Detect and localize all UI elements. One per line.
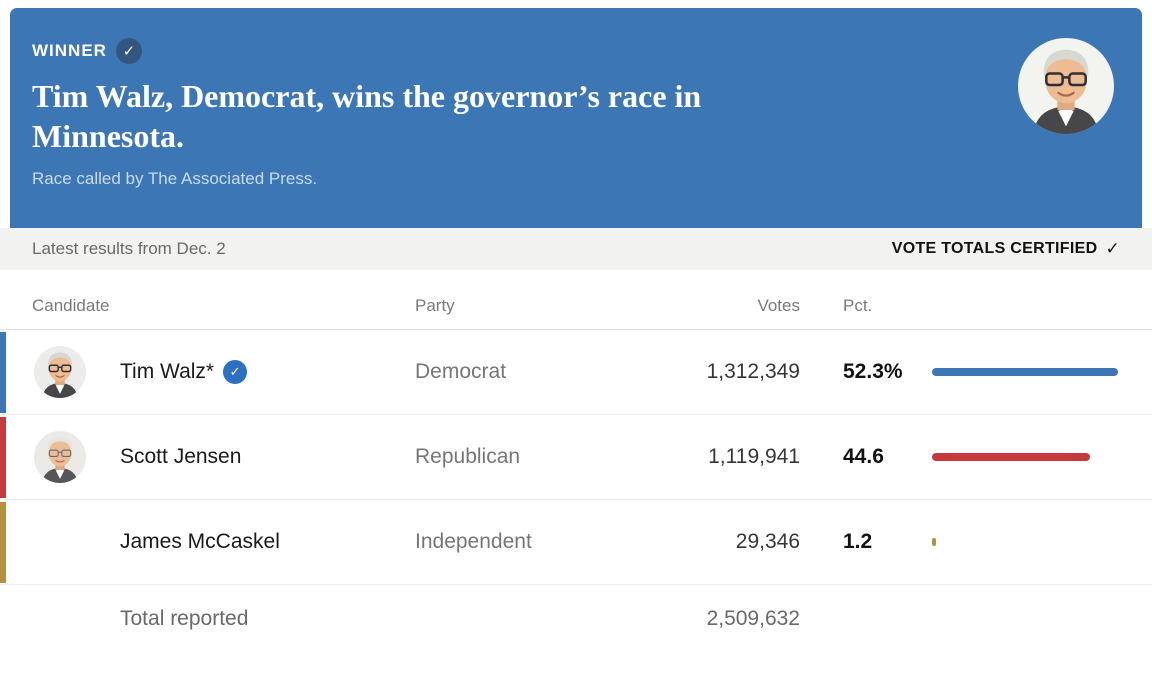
party-color-stripe — [0, 417, 6, 498]
candidate-pct: 44.6 — [843, 445, 884, 468]
candidate-name: James McCaskel — [120, 530, 280, 553]
latest-results-text: Latest results from Dec. 2 — [32, 239, 226, 258]
total-row: Total reported 2,509,632 — [0, 584, 1152, 652]
column-header-candidate: Candidate — [32, 296, 110, 315]
winner-badge-icon: ✓ — [223, 360, 248, 384]
column-header-pct: Pct. — [843, 296, 873, 315]
winner-label: WINNER — [32, 41, 107, 60]
pct-bar-cell — [932, 538, 1152, 546]
check-glyph: ✓ — [122, 43, 136, 60]
certified-text: VOTE TOTALS CERTIFIED — [891, 240, 1098, 257]
candidate-name-cell: James McCaskel — [120, 530, 415, 554]
vote-totals-certified-label: VOTE TOTALS CERTIFIED ✓ — [892, 239, 1120, 259]
table-row: Scott Jensen Republican 1,119,941 44.6 — [0, 415, 1152, 500]
candidate-name: Scott Jensen — [120, 445, 242, 468]
candidate-votes: 29,346 — [735, 530, 800, 553]
candidate-party: Independent — [415, 530, 532, 553]
party-color-stripe — [0, 332, 6, 413]
table-header-row: Candidate Party Votes Pct. — [0, 270, 1152, 330]
candidate-name: Tim Walz* — [120, 360, 215, 383]
candidate-name-cell: Scott Jensen — [120, 445, 415, 469]
candidate-pct: 1.2 — [843, 530, 873, 553]
table-row: Tim Walz* ✓ Democrat 1,312,349 52.3% — [0, 330, 1152, 415]
candidate-party: Democrat — [415, 360, 507, 383]
winner-portrait-avatar — [1018, 38, 1114, 134]
pct-bar-cell — [932, 453, 1152, 461]
total-reported-label: Total reported — [120, 606, 249, 630]
candidate-name-cell: Tim Walz* ✓ — [120, 360, 415, 384]
check-glyph: ✓ — [229, 364, 241, 379]
certified-check-icon: ✓ — [1105, 239, 1120, 258]
party-color-stripe — [0, 502, 6, 583]
table-row: James McCaskel Independent 29,346 1.2 — [0, 500, 1152, 585]
results-meta-bar: Latest results from Dec. 2 VOTE TOTALS C… — [0, 228, 1152, 270]
candidate-avatar-cell — [0, 417, 120, 498]
winner-line: WINNER ✓ — [32, 38, 992, 64]
column-header-party: Party — [415, 296, 455, 315]
candidate-avatar — [34, 431, 86, 483]
candidate-votes: 1,312,349 — [706, 360, 800, 383]
pct-bar — [932, 453, 1091, 461]
candidate-party: Republican — [415, 445, 521, 468]
pct-bar — [932, 368, 1118, 376]
race-headline: Tim Walz, Democrat, wins the governor’s … — [32, 78, 702, 155]
column-header-votes: Votes — [757, 296, 800, 315]
results-table: Candidate Party Votes Pct. — [0, 270, 1152, 652]
race-called-note: Race called by The Associated Press. — [32, 168, 318, 188]
candidate-votes: 1,119,941 — [708, 445, 800, 468]
candidate-avatar-cell — [0, 332, 120, 413]
candidate-avatar — [34, 346, 86, 398]
total-reported-votes: 2,509,632 — [706, 606, 800, 630]
pct-bar-cell — [932, 368, 1152, 376]
candidate-pct: 52.3% — [843, 360, 903, 383]
race-header: WINNER ✓ Tim Walz, Democrat, wins the go… — [10, 8, 1142, 228]
winner-check-icon: ✓ — [115, 38, 142, 64]
pct-bar — [932, 538, 937, 546]
